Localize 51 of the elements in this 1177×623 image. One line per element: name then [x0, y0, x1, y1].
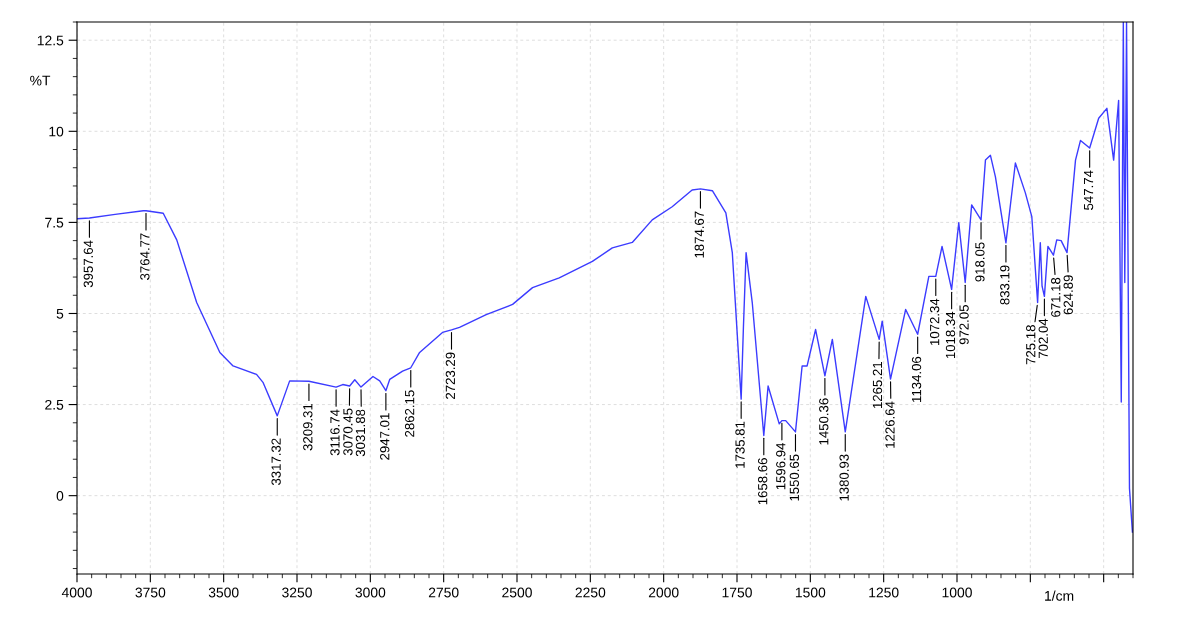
annotation: 702.04 [1038, 318, 1048, 359]
annotation: 3031.88 [355, 409, 366, 457]
annotation: 2723.29 [445, 352, 456, 399]
y-tick-label: 12.5 [37, 35, 64, 46]
annotation: 3317.32 [271, 438, 281, 486]
x-tick-label: 3750 [135, 587, 166, 598]
annotation: 3209.31 [303, 403, 313, 451]
x-tick-label: 3000 [355, 587, 386, 598]
x-tick-label: 3500 [208, 587, 239, 598]
y-tick-label: 0 [56, 491, 64, 501]
annotation: 1072.34 [929, 298, 940, 345]
annotation: 3116.74 [330, 409, 340, 456]
annotation: 918.05 [975, 242, 985, 282]
annotation: 1874.67 [694, 211, 704, 258]
x-tick-label: 3250 [282, 587, 312, 598]
y-tick-label: 5 [56, 308, 64, 319]
y-tick-label: 2.5 [45, 399, 64, 410]
x-tick-label: 1000 [942, 587, 972, 598]
x-axis-title: 1/cm [1045, 590, 1074, 601]
annotation: 1265.21 [872, 361, 883, 409]
annotation: 972.05 [959, 305, 969, 345]
x-tick-label: 2000 [648, 587, 679, 598]
annotation: 671.18 [1051, 277, 1061, 317]
annotation: 1658.66 [757, 458, 768, 505]
x-tick-label: 1750 [722, 587, 752, 598]
annotation: 725.18 [1026, 325, 1036, 365]
annotation: 1735.81 [735, 421, 745, 468]
annotation: 1226.64 [885, 401, 895, 448]
y-tick-label: 7.5 [45, 217, 64, 228]
x-tick-label: 1250 [869, 587, 899, 598]
annotation: 1596.94 [776, 442, 786, 490]
annotation: 3070.45 [343, 408, 353, 456]
x-tick-label: 2250 [575, 587, 606, 598]
annotation: 1550.65 [789, 454, 800, 501]
y-axis-title: %T [30, 75, 51, 86]
y-tick-label: 10 [49, 126, 64, 137]
annotation: 833.19 [1000, 265, 1010, 305]
annotation: 2947.01 [380, 413, 390, 460]
annotation: 547.74 [1084, 170, 1094, 210]
x-tick-label: 4000 [61, 587, 92, 598]
annotation: 1134.06 [911, 356, 922, 402]
annotation: 1018.34 [945, 311, 956, 359]
annotation: 3957.64 [83, 240, 93, 288]
annotation: 2862.15 [404, 390, 415, 437]
x-tick-label: 2750 [428, 587, 459, 598]
annotation: 1450.36 [819, 398, 829, 445]
annotation: 624.89 [1063, 275, 1073, 315]
annotation: 3764.77 [140, 233, 150, 280]
x-tick-label: 1500 [795, 587, 826, 598]
annotation: 1380.93 [839, 454, 849, 501]
x-tick-label: 2500 [502, 587, 532, 598]
